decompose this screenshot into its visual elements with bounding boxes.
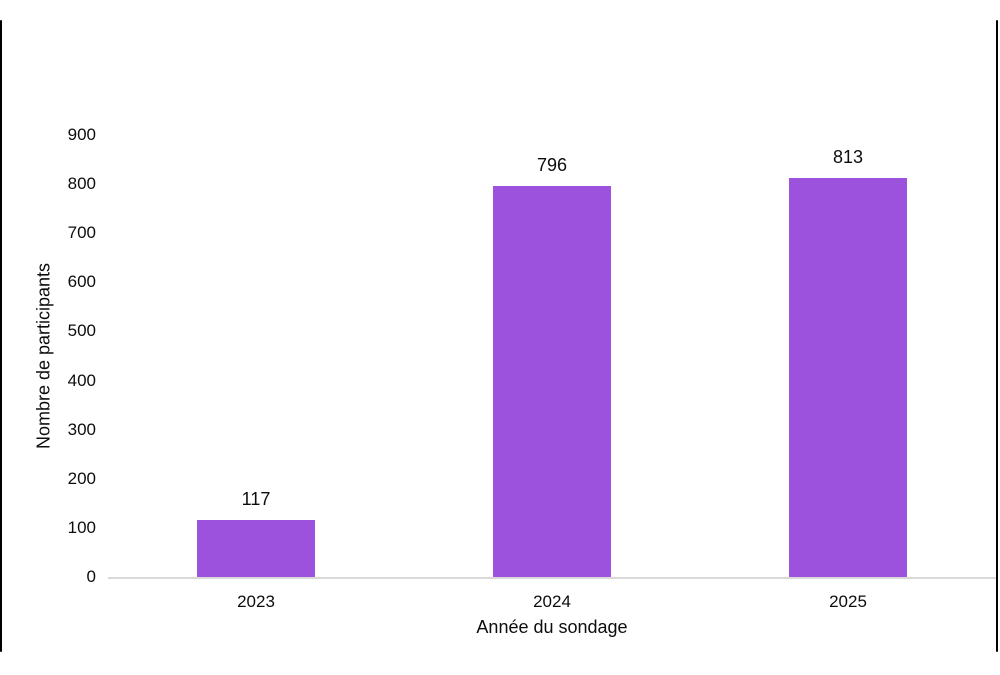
x-tick-label: 2025 <box>829 592 867 611</box>
y-tick-label: 100 <box>67 517 96 537</box>
bar-2025 <box>789 177 907 577</box>
y-tick-label: 700 <box>67 223 96 243</box>
frame-right-border <box>996 20 998 652</box>
y-tick-label: 800 <box>67 174 96 194</box>
bar-2023 <box>197 519 315 577</box>
data-label: 796 <box>536 155 568 176</box>
x-tick-label: 2023 <box>237 592 275 611</box>
frame-left-border <box>0 20 2 652</box>
y-tick-label: 400 <box>67 370 96 390</box>
x-axis-title: Année du sondage <box>476 617 628 637</box>
y-tick-label: 0 <box>86 567 96 586</box>
x-axis-line <box>108 577 996 579</box>
y-tick-label: 600 <box>67 272 96 292</box>
y-tick-label: 900 <box>67 125 96 144</box>
data-label: 813 <box>832 146 864 167</box>
y-tick-label: 300 <box>67 419 96 439</box>
bar-2024 <box>493 186 611 577</box>
y-tick-label: 500 <box>67 321 96 341</box>
data-label: 117 <box>241 488 271 509</box>
y-tick-label: 200 <box>67 468 96 488</box>
x-tick-label: 2024 <box>533 592 571 611</box>
